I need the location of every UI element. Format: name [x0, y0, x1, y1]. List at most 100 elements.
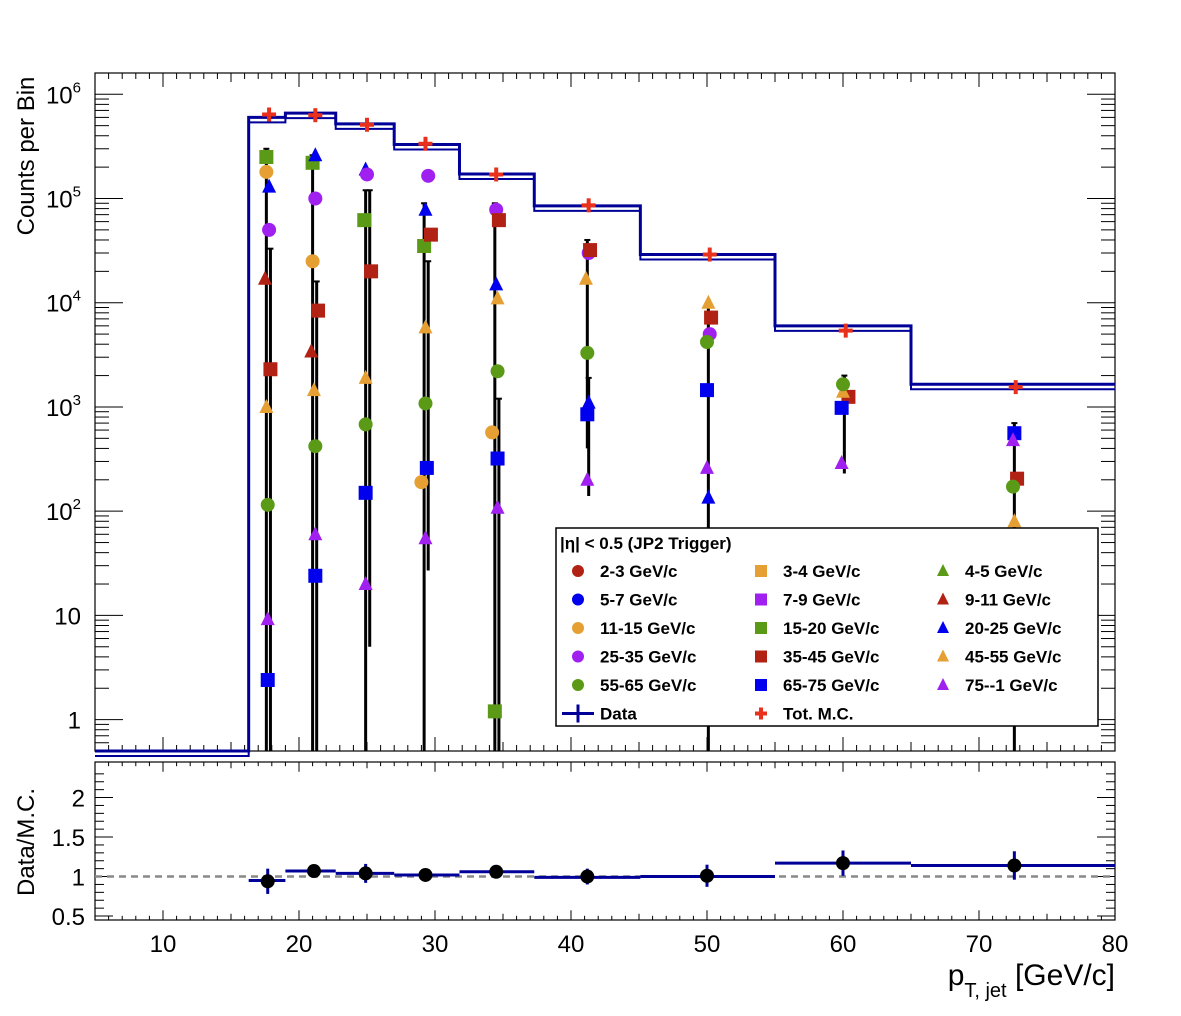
data-point: [305, 254, 320, 269]
data-point: [1008, 380, 1023, 395]
data-point: [262, 222, 277, 237]
legend-marker: [755, 565, 767, 577]
ratio-y-tick-label: 1.5: [52, 825, 85, 852]
x-tick-label: 70: [966, 931, 993, 958]
legend-label: 2-3 GeV/c: [600, 562, 678, 581]
y-tick-label: 104: [46, 288, 81, 318]
data-point: [580, 407, 595, 422]
y-tick-label: 10: [54, 603, 81, 630]
data-point: [311, 303, 326, 318]
x-tick-label: 80: [1102, 931, 1129, 958]
data-point: [358, 576, 373, 591]
legend-marker: [572, 679, 584, 691]
data-point: [259, 164, 274, 179]
legend-label: 5-7 GeV/c: [600, 591, 678, 610]
data-point: [262, 178, 277, 193]
data-point: [358, 369, 373, 384]
ratio-point: [260, 874, 275, 889]
legend-marker: [562, 704, 594, 723]
ratio-point: [418, 867, 433, 882]
data-point: [358, 417, 373, 432]
data-point: [308, 568, 323, 583]
y-tick-label: 103: [46, 392, 81, 422]
legend-marker: [755, 679, 767, 691]
data-point: [489, 167, 504, 182]
ratio-y-tick-label: 2: [72, 786, 85, 813]
legend-label: 15-20 GeV/c: [783, 619, 879, 638]
ratio-point: [1007, 858, 1022, 873]
data-point: [263, 362, 278, 377]
series-markers: [258, 107, 1025, 719]
data-histogram: [95, 111, 1115, 757]
data-point: [423, 227, 438, 242]
data-point: [419, 460, 434, 475]
legend-marker: [937, 592, 949, 605]
ratio-panel: [94, 761, 1116, 921]
legend-label: 20-25 GeV/c: [965, 619, 1061, 638]
data-point: [578, 270, 593, 285]
legend-marker: [755, 622, 767, 634]
ratio-y-tick-label: 1: [72, 865, 85, 892]
legend-marker: [937, 678, 949, 690]
y-axis-title: Counts per Bin: [13, 77, 40, 236]
legend-label: 55-65 GeV/c: [600, 676, 696, 695]
data-point: [701, 489, 716, 504]
data-point: [834, 400, 849, 415]
ratio-axis-title: Data/M.C.: [13, 788, 40, 896]
ratio-y-tick-label: 0.5: [52, 904, 85, 931]
y-tick-label: 102: [46, 496, 81, 526]
legend-marker: [937, 564, 949, 576]
ratio-point: [836, 856, 850, 871]
legend-label: 65-75 GeV/c: [783, 676, 879, 695]
ratio-point: [489, 864, 504, 879]
legend-title: |η| < 0.5 (JP2 Trigger): [560, 534, 732, 553]
data-point: [700, 334, 714, 349]
data-point: [260, 497, 275, 512]
data-point: [489, 276, 504, 291]
data-point: [702, 247, 717, 262]
ratio-axis-ticks: 10 20 30 40 50 60 70 80 0.5 1 1.5 2: [52, 762, 1129, 958]
legend-label: 11-15 GeV/c: [600, 619, 695, 638]
data-point: [836, 377, 850, 392]
data-point: [580, 345, 595, 360]
data-point: [414, 475, 429, 490]
data-point: [357, 213, 372, 228]
data-point: [308, 191, 323, 206]
legend-marker: [572, 622, 584, 634]
legend-label: Tot. M.C.: [783, 705, 854, 724]
legend-box: [555, 527, 1099, 727]
data-point: [418, 319, 433, 334]
legend-marker: [937, 649, 949, 662]
ratio-series: [95, 850, 1115, 894]
data-point: [306, 382, 321, 397]
data-point: [1006, 432, 1020, 447]
legend-label: 45-55 GeV/c: [965, 648, 1061, 667]
data-point: [580, 471, 595, 486]
data-point: [1007, 513, 1022, 528]
data-point: [308, 108, 323, 123]
data-point: [260, 611, 275, 626]
top-axis-ticks: 1 10 102 103 104 105 106: [46, 73, 1116, 752]
data-point: [700, 459, 714, 474]
x-tick-label: 60: [830, 931, 857, 958]
data-point: [581, 198, 596, 213]
x-tick-label: 10: [150, 931, 177, 958]
ratio-plot-frame: [94, 761, 1116, 921]
data-point: [360, 167, 374, 182]
legend-label: 7-9 GeV/c: [783, 591, 861, 610]
ratio-point: [700, 868, 714, 883]
legend-marker: [572, 650, 584, 663]
y-tick-label: 106: [46, 79, 81, 109]
data-point: [418, 530, 433, 545]
legend-marker: [572, 593, 584, 606]
y-tick-label: 1: [68, 708, 81, 735]
data-point: [304, 343, 319, 358]
x-axis-title: pT, jet [GeV/c]: [948, 959, 1115, 1002]
data-point: [485, 425, 500, 440]
legend-marker: [755, 593, 767, 606]
data-point: [701, 294, 716, 309]
data-point: [418, 201, 433, 216]
data-point: [418, 396, 433, 411]
legend-label: 3-4 GeV/c: [783, 562, 861, 581]
data-point: [418, 136, 433, 151]
